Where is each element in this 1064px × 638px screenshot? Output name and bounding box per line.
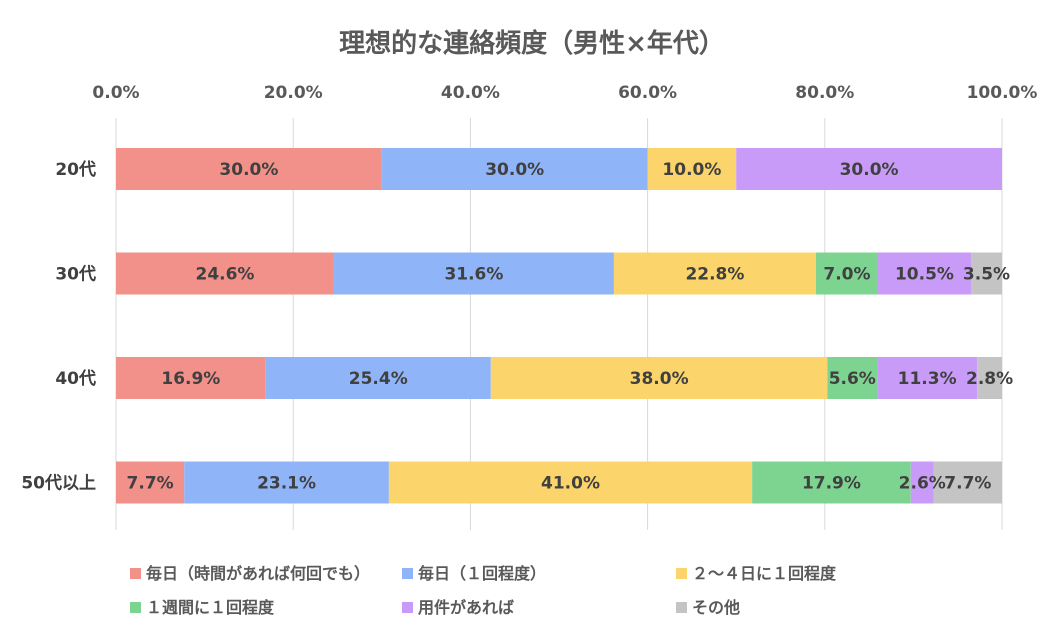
x-tick-label: 0.0% — [92, 83, 139, 103]
bar-segment — [910, 461, 934, 504]
data-label: 30.0% — [840, 160, 899, 180]
bar-segment — [752, 461, 911, 504]
category-label: 30代 — [55, 264, 96, 285]
legend: 毎日（時間があれば何回でも） 毎日（１回程度） ２～４日に１回程度 １週間に１回程度 用… — [130, 564, 837, 617]
bar-segment — [116, 252, 334, 295]
data-label: 5.6% — [829, 369, 876, 389]
x-tick-label: 40.0% — [441, 83, 500, 103]
legend-label: 用件があれば — [418, 598, 514, 617]
bar-segment — [970, 252, 1002, 295]
data-label: 7.7% — [127, 474, 174, 494]
bar-segment — [933, 461, 1002, 504]
data-label: 10.5% — [895, 265, 954, 285]
data-label: 11.3% — [898, 369, 957, 389]
bar-segment — [877, 252, 971, 295]
legend-swatch — [130, 602, 141, 613]
data-label: 16.9% — [161, 369, 220, 389]
data-label: 30.0% — [219, 160, 278, 180]
data-label: 3.5% — [963, 265, 1010, 285]
x-tick-label: 20.0% — [264, 83, 323, 103]
bar-segment — [977, 357, 1002, 399]
bar-segment — [265, 357, 491, 399]
x-tick-label: 80.0% — [795, 83, 854, 103]
legend-swatch — [130, 568, 141, 579]
legend-item: 用件があれば — [402, 598, 514, 617]
legend-swatch — [676, 602, 687, 613]
legend-swatch — [676, 568, 687, 579]
bar-segment — [877, 357, 978, 399]
legend-label: 毎日（時間があれば何回でも） — [146, 564, 370, 583]
bar-segment — [381, 148, 648, 190]
data-label: 10.0% — [662, 160, 721, 180]
bar-segment — [827, 357, 878, 399]
bar-segment — [116, 461, 185, 504]
legend-label: １週間に１回程度 — [146, 598, 275, 617]
data-labels: 30.0% 30.0% 10.0% 30.0% 24.6% 31.6% 22.8% 7.0% 1… — [127, 160, 1014, 494]
legend-item: １週間に１回程度 — [130, 598, 275, 617]
bar-segment — [116, 148, 382, 190]
bar-segment — [116, 357, 266, 399]
bar-segment — [490, 357, 828, 399]
bar-segment — [388, 461, 753, 504]
bar-segment — [647, 148, 737, 190]
data-label: 7.7% — [944, 474, 991, 494]
category-label: 20代 — [55, 159, 96, 180]
chart-title: 理想的な連絡頻度（男性×年代） — [339, 28, 725, 59]
data-label: 25.4% — [349, 369, 408, 389]
x-tick-label: 100.0% — [967, 83, 1038, 103]
data-label: 22.8% — [685, 265, 744, 285]
data-label: 31.6% — [444, 265, 503, 285]
bar-segment — [613, 252, 816, 295]
data-label: 41.0% — [541, 474, 600, 494]
category-axis: 20代 30代 40代 50代以上 — [21, 159, 96, 494]
legend-swatch — [402, 602, 413, 613]
legend-item: 毎日（時間があれば何回でも） — [130, 564, 370, 583]
bar-segment — [184, 461, 389, 504]
legend-label: その他 — [692, 598, 740, 617]
bar-segment — [815, 252, 878, 295]
data-label: 17.9% — [802, 474, 861, 494]
data-label: 2.6% — [899, 474, 946, 494]
legend-label: ２～４日に１回程度 — [692, 564, 837, 583]
legend-label: 毎日（１回程度） — [418, 564, 546, 583]
data-label: 38.0% — [630, 369, 689, 389]
data-label: 2.8% — [966, 369, 1013, 389]
x-tick-label: 60.0% — [618, 83, 677, 103]
bars — [116, 148, 1002, 504]
legend-swatch — [402, 568, 413, 579]
data-label: 7.0% — [823, 265, 870, 285]
category-label: 50代以上 — [21, 473, 96, 494]
bar-segment — [736, 148, 1002, 190]
data-label: 23.1% — [257, 474, 316, 494]
legend-item: ２～４日に１回程度 — [676, 564, 837, 583]
legend-item: その他 — [676, 598, 740, 617]
category-label: 40代 — [55, 368, 96, 389]
data-label: 30.0% — [485, 160, 544, 180]
x-axis-ticks: 0.0% 20.0% 40.0% 60.0% 80.0% 100.0% — [92, 83, 1037, 103]
data-label: 24.6% — [195, 265, 254, 285]
bar-segment — [333, 252, 614, 295]
legend-item: 毎日（１回程度） — [402, 564, 546, 583]
